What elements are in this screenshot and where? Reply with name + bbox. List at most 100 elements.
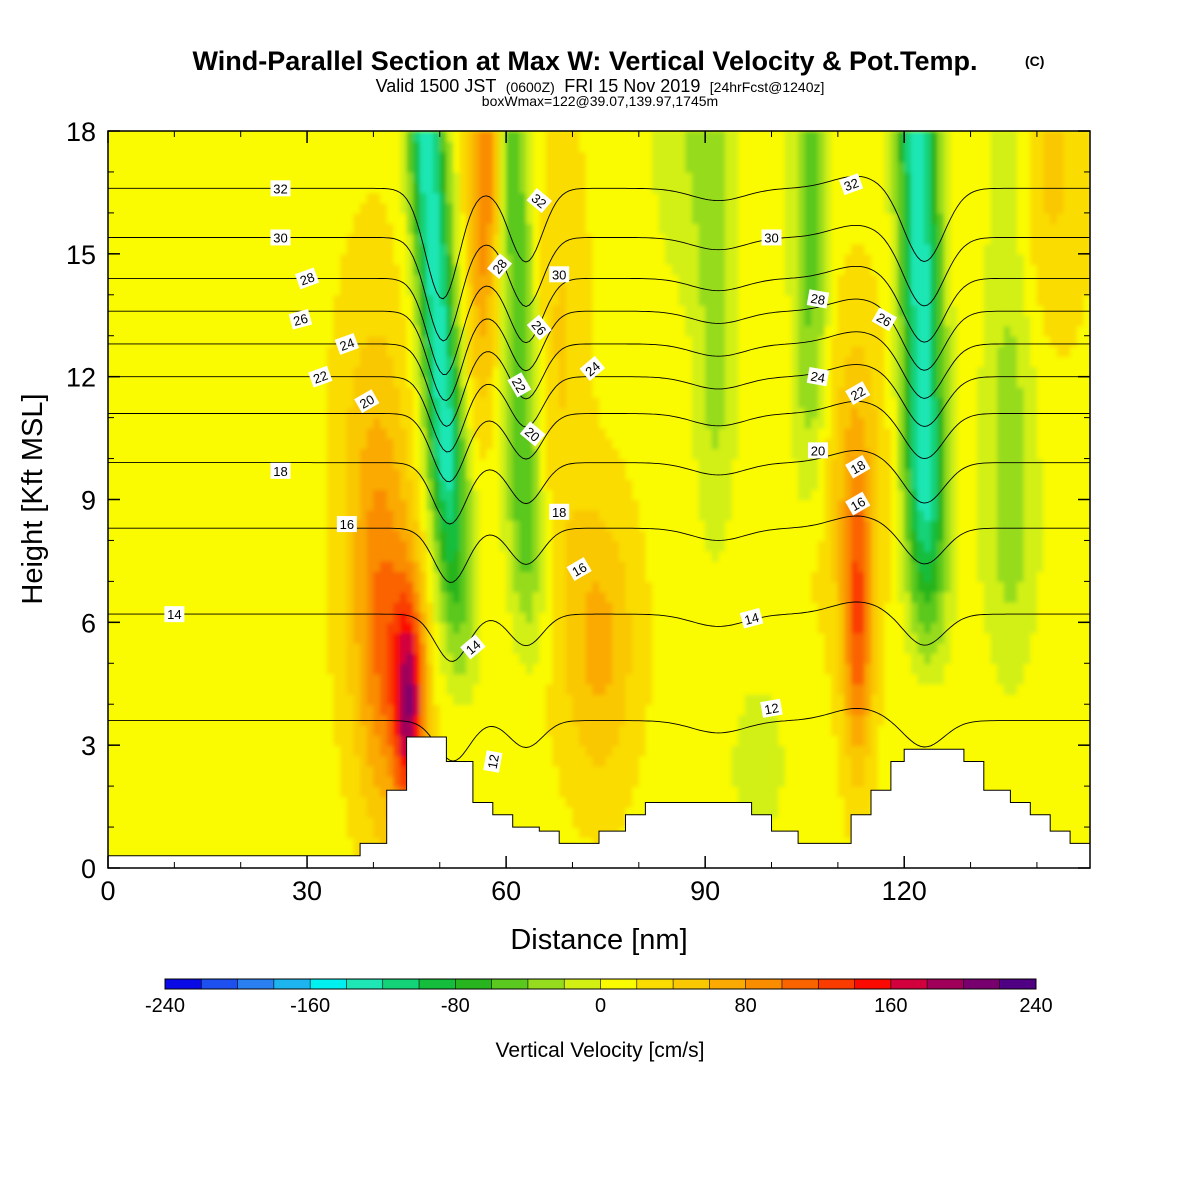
velocity-cell <box>366 632 375 644</box>
velocity-cell <box>366 622 375 634</box>
velocity-cell <box>380 632 388 644</box>
velocity-cell <box>187 765 196 777</box>
velocity-cell <box>506 325 514 337</box>
velocity-cell <box>300 171 308 183</box>
velocity-cell <box>512 632 521 644</box>
velocity-cell <box>519 519 527 532</box>
velocity-cell <box>526 591 534 603</box>
velocity-cell <box>300 417 308 429</box>
velocity-cell <box>545 427 554 439</box>
velocity-cell <box>180 356 189 368</box>
velocity-cell <box>519 253 527 265</box>
velocity-cell <box>565 673 574 685</box>
velocity-cell <box>247 325 255 337</box>
velocity-cell <box>207 806 215 818</box>
velocity-cell <box>466 530 474 542</box>
velocity-cell <box>220 202 229 214</box>
velocity-cell <box>446 131 454 143</box>
velocity-cell <box>532 212 541 224</box>
velocity-cell <box>419 519 428 532</box>
velocity-cell <box>320 223 328 235</box>
velocity-cell <box>247 458 255 470</box>
velocity-cell <box>333 458 342 470</box>
velocity-cell <box>180 581 189 593</box>
velocity-cell <box>174 192 182 204</box>
velocity-cell <box>326 509 335 521</box>
velocity-cell <box>114 560 123 572</box>
velocity-cell <box>147 816 156 828</box>
velocity-cell <box>227 714 235 726</box>
velocity-cell <box>200 335 209 347</box>
velocity-cell <box>545 693 554 706</box>
velocity-cell <box>174 714 182 726</box>
velocity-cell <box>346 417 355 429</box>
velocity-cell <box>532 233 541 245</box>
velocity-cell <box>419 325 428 337</box>
velocity-cell <box>220 223 229 235</box>
velocity-cell <box>167 223 176 235</box>
velocity-cell <box>353 509 361 521</box>
velocity-cell <box>340 212 348 224</box>
velocity-cell <box>114 745 123 757</box>
velocity-cell <box>200 755 209 767</box>
velocity-cell <box>180 151 189 163</box>
velocity-cell <box>154 673 162 685</box>
velocity-cell <box>446 540 454 552</box>
velocity-cell <box>519 550 527 562</box>
velocity-cell <box>512 212 521 224</box>
velocity-cell <box>220 683 229 695</box>
velocity-cell <box>207 683 215 695</box>
velocity-cell <box>399 192 408 204</box>
velocity-cell <box>399 755 408 767</box>
velocity-cell <box>433 161 441 173</box>
velocity-cell <box>127 499 136 511</box>
velocity-cell <box>453 233 461 245</box>
velocity-cell <box>399 386 408 398</box>
velocity-cell <box>380 161 388 173</box>
velocity-cell <box>326 223 335 235</box>
velocity-cell <box>174 653 182 665</box>
velocity-cell <box>366 653 375 665</box>
velocity-cell <box>207 356 215 368</box>
velocity-cell <box>141 765 149 777</box>
velocity-cell <box>526 663 534 675</box>
velocity-cell <box>366 294 375 306</box>
velocity-cell <box>307 745 315 757</box>
velocity-cell <box>380 366 388 378</box>
velocity-cell <box>459 571 468 583</box>
velocity-cell <box>552 141 560 153</box>
velocity-cell <box>253 550 262 562</box>
velocity-cell <box>399 530 408 542</box>
velocity-cell <box>273 734 282 746</box>
velocity-cell <box>253 192 262 204</box>
velocity-cell <box>360 233 368 245</box>
velocity-cell <box>147 458 156 470</box>
velocity-cell <box>393 253 401 265</box>
velocity-cell <box>253 376 262 388</box>
velocity-cell <box>539 571 547 583</box>
velocity-cell <box>526 673 534 685</box>
velocity-cell <box>453 479 461 491</box>
velocity-cell <box>426 243 434 255</box>
velocity-cell <box>545 468 554 480</box>
velocity-cell <box>559 305 567 317</box>
velocity-cell <box>161 642 169 654</box>
velocity-cell <box>207 796 215 808</box>
velocity-cell <box>399 243 408 255</box>
velocity-cell <box>472 786 481 798</box>
velocity-cell <box>499 305 507 317</box>
velocity-cell <box>512 560 521 572</box>
velocity-cell <box>220 663 229 675</box>
velocity-cell <box>433 612 441 624</box>
velocity-cell <box>187 786 196 798</box>
velocity-cell <box>419 642 428 654</box>
velocity-cell <box>526 141 534 153</box>
velocity-cell <box>187 571 196 583</box>
velocity-cell <box>320 489 328 501</box>
velocity-cell <box>167 550 176 562</box>
velocity-cell <box>167 560 176 572</box>
velocity-cell <box>340 438 348 450</box>
velocity-cell <box>393 663 401 675</box>
velocity-cell <box>134 540 142 552</box>
velocity-cell <box>121 253 129 265</box>
